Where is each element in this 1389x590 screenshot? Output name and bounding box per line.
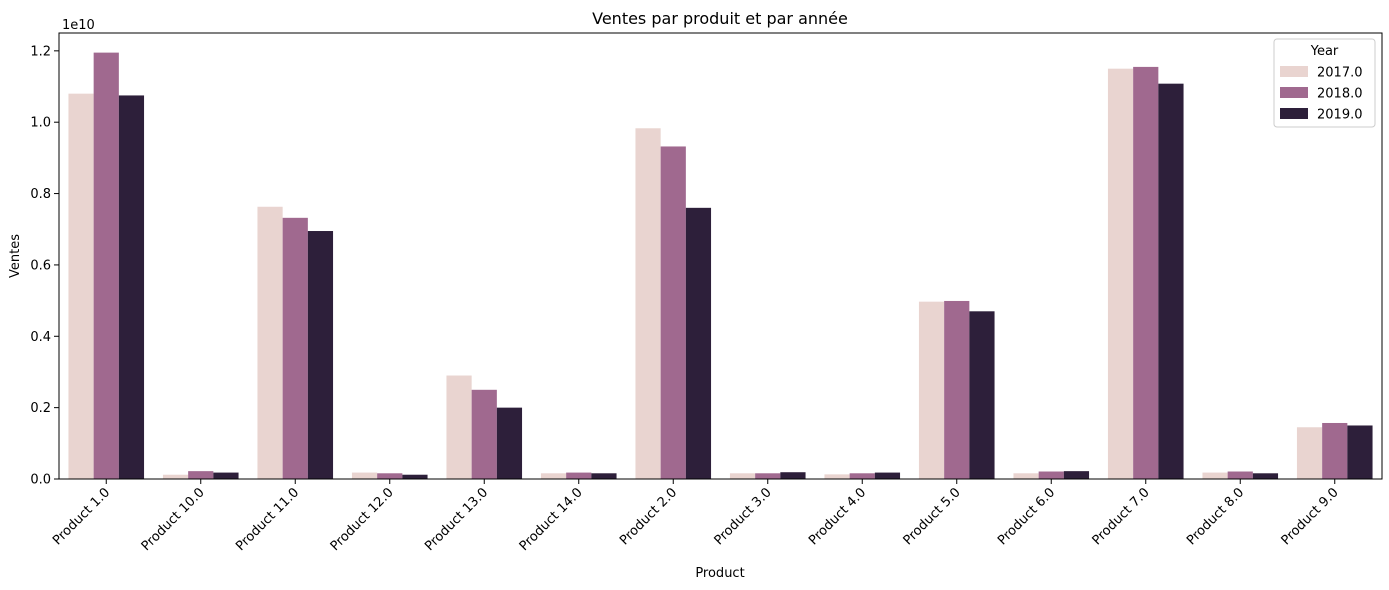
bar [377, 473, 403, 479]
y-tick-label: 0.8 [30, 187, 51, 202]
y-tick-label: 0.2 [30, 401, 51, 416]
bar [307, 231, 334, 479]
chart-title: Ventes par produit et par année [592, 9, 848, 28]
bar [1347, 425, 1373, 479]
bar [496, 407, 523, 479]
x-tick-label: Product 1.0 [50, 485, 113, 548]
bar [402, 474, 428, 479]
bar [1322, 422, 1348, 479]
bar [1227, 471, 1253, 479]
legend-swatch [1280, 87, 1308, 98]
bar [188, 471, 214, 479]
y-axis-label: Ventes [8, 234, 23, 278]
bar [824, 474, 850, 479]
x-axis-label: Product [695, 566, 744, 581]
bar [969, 311, 995, 479]
bar [351, 472, 378, 479]
y-tick-label: 0.0 [30, 473, 51, 488]
bar [1038, 471, 1064, 479]
bar [118, 95, 145, 479]
x-tick-label: Product 10.0 [139, 485, 208, 554]
bar [1296, 427, 1323, 479]
bar [1063, 471, 1090, 479]
x-tick-label: Product 5.0 [901, 485, 964, 548]
x-tick-label: Product 9.0 [1279, 485, 1342, 548]
bar [1202, 472, 1228, 479]
bar [685, 207, 712, 479]
bar [162, 474, 189, 479]
legend-entry-label: 2018.0 [1317, 87, 1363, 102]
bar [471, 389, 497, 479]
bar [849, 473, 875, 479]
bar [874, 472, 901, 479]
plot-area: 0.0 0.2 0.4 0.6 0.8 1.0 1.2 Product 1.0 Product … [30, 32, 1383, 554]
bar [566, 472, 592, 479]
bar [282, 217, 308, 479]
x-tick-label: Product 7.0 [1090, 485, 1153, 548]
y-tick-label: 0.6 [30, 258, 51, 273]
bar [257, 206, 283, 479]
bar [1133, 66, 1159, 480]
bar [1252, 473, 1279, 479]
plot-frame [58, 32, 1383, 480]
x-tick-label: Product 6.0 [995, 485, 1058, 548]
legend-swatch [1280, 108, 1308, 119]
y-tick-label: 0.4 [30, 330, 51, 345]
bar [93, 52, 119, 480]
x-tick-label: Product 2.0 [617, 485, 680, 548]
x-tick-label: Product 13.0 [422, 485, 491, 554]
x-tick-label: Product 8.0 [1184, 485, 1247, 548]
bar [944, 300, 970, 479]
bar [755, 473, 781, 479]
bar [660, 146, 686, 479]
y-offset-label: 1e10 [62, 18, 95, 33]
y-tick-label: 1.2 [30, 44, 51, 59]
bar [68, 93, 94, 479]
bar [213, 472, 239, 479]
legend-swatch [1280, 66, 1308, 77]
legend-title: Year [1310, 44, 1339, 59]
x-tick-label: Product 12.0 [328, 485, 397, 554]
bar [446, 375, 472, 479]
legend-entry-label: 2017.0 [1317, 66, 1363, 81]
bar [729, 473, 756, 479]
legend-entry-label: 2019.0 [1317, 108, 1363, 123]
legend: Year 2017.0 2018.0 2019.0 [1273, 38, 1376, 128]
bar [918, 301, 945, 479]
bar [591, 473, 617, 479]
y-tick-label: 1.0 [30, 116, 51, 131]
x-tick-label: Product 4.0 [806, 485, 869, 548]
legend-box [1273, 38, 1376, 128]
x-tick-label: Product 14.0 [517, 485, 586, 554]
bar [780, 472, 806, 479]
x-tick-label: Product 11.0 [233, 485, 302, 554]
bar [1013, 473, 1039, 479]
bar [540, 473, 567, 479]
bar [1158, 83, 1184, 480]
x-tick-label: Product 3.0 [712, 485, 775, 548]
bar [635, 128, 661, 479]
bar [1107, 68, 1134, 480]
